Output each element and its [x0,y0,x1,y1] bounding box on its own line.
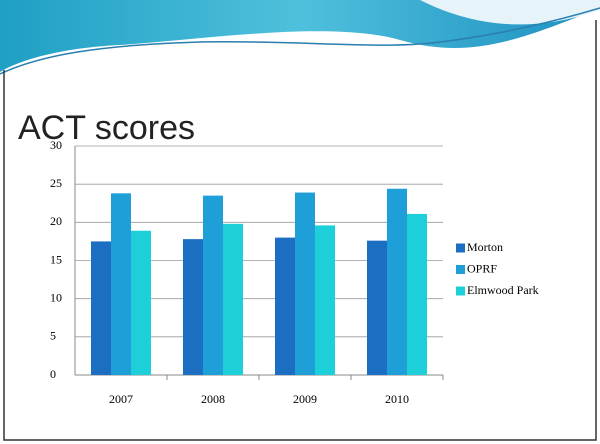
legend-label: OPRF [467,261,497,275]
x-tick-label: 2010 [385,392,409,406]
legend-label: Morton [467,240,503,254]
bar [203,196,223,375]
bar [91,241,111,375]
bar [275,238,295,375]
slide: ACT scores 0 5 10 15 20 25 30 2007 2008 2009 2010 M… [0,0,600,444]
legend-swatch [456,287,465,296]
bar [315,225,335,375]
y-tick-label: 20 [50,214,62,228]
y-tick-label: 5 [50,329,56,343]
bar [387,189,407,375]
bar [407,214,427,375]
bar [131,231,151,375]
bar [295,193,315,375]
x-tick-label: 2009 [293,392,317,406]
y-tick-label: 25 [50,176,62,190]
bar [111,193,131,375]
chart-title: ACT scores [18,109,195,147]
y-tick-label: 15 [50,252,62,266]
bar [367,241,387,375]
legend-label: Elmwood Park [467,283,539,297]
x-tick-label: 2007 [109,392,133,406]
legend-swatch [456,244,465,253]
x-tick-label: 2008 [201,392,225,406]
bar [223,224,243,375]
bar [183,239,203,375]
y-tick-label: 0 [50,367,56,381]
y-tick-label: 10 [50,290,62,304]
y-tick-label: 30 [50,138,62,152]
legend-swatch [456,265,465,274]
